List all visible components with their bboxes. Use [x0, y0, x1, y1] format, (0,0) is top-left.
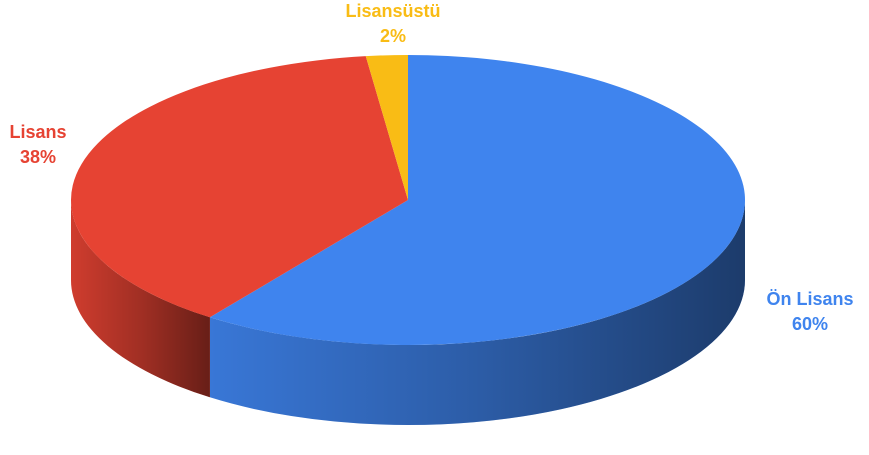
pie-slice	[365, 55, 408, 200]
pie-sides	[71, 200, 745, 426]
pie-slice	[70, 56, 408, 318]
slice-label-value: 2%	[380, 26, 406, 46]
labels: Ön Lisans 60% Lisans 38% Lisansüstü 2%	[9, 1, 853, 334]
pie-side-shade	[71, 200, 210, 398]
pie-side-shade	[209, 200, 745, 426]
pie-tops	[70, 55, 746, 345]
slice-label-value: 60%	[792, 314, 828, 334]
slice-label-name: Ön Lisans	[766, 289, 853, 309]
slice-label-value: 38%	[20, 147, 56, 167]
pie-slice	[209, 55, 746, 345]
slice-label-name: Lisansüstü	[345, 1, 440, 21]
slice-label-name: Lisans	[9, 122, 66, 142]
